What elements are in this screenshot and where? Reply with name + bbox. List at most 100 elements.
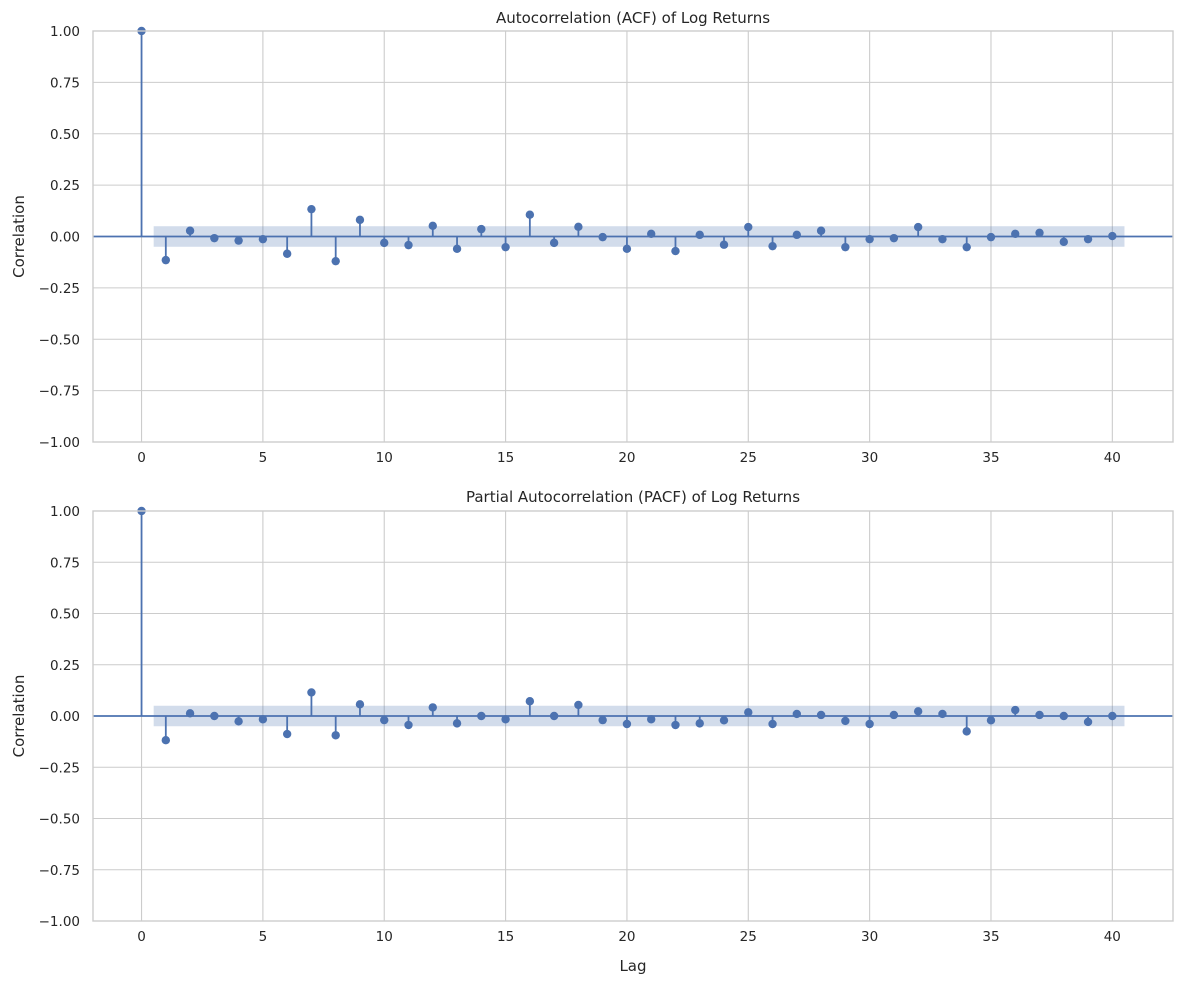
- stem-marker: [1011, 229, 1020, 239]
- stem-marker: [404, 720, 413, 730]
- stem-marker: [307, 688, 316, 697]
- stem-marker: [549, 711, 559, 721]
- stem-marker: [1059, 711, 1068, 721]
- x-tick-label: 40: [1104, 450, 1121, 466]
- axes-frame: [92, 510, 1174, 922]
- y-tick-label: −0.75: [39, 384, 80, 400]
- y-tick-label: −1.00: [39, 914, 80, 930]
- stem-marker: [258, 715, 268, 724]
- stem-marker: [622, 719, 632, 729]
- stem-marker: [355, 700, 365, 709]
- x-tick-label: 30: [861, 929, 878, 945]
- stem-marker: [768, 241, 777, 251]
- stem-marker: [161, 735, 171, 745]
- y-tick-label: 1.00: [50, 504, 80, 520]
- stem-marker: [962, 727, 971, 736]
- stem-marker: [501, 242, 510, 252]
- stem-marker: [889, 710, 899, 720]
- y-tick-label: 0.75: [50, 555, 80, 571]
- stem-marker: [647, 715, 656, 724]
- stem-marker: [404, 240, 413, 250]
- stem-marker: [574, 222, 583, 232]
- stem-marker: [913, 222, 923, 232]
- x-tick-label: 20: [618, 450, 635, 466]
- y-tick-label: 0.00: [50, 230, 80, 246]
- stem-marker: [307, 204, 316, 214]
- x-tick-label: 10: [376, 450, 393, 466]
- stem-marker: [1108, 711, 1117, 721]
- stem-marker: [1083, 717, 1093, 727]
- stem-marker: [598, 232, 607, 242]
- stem-marker: [744, 708, 753, 717]
- chart-title: Partial Autocorrelation (PACF) of Log Re…: [466, 488, 800, 506]
- stem-marker: [913, 707, 923, 716]
- y-tick-label: 0.75: [50, 75, 80, 91]
- x-tick-label: 5: [259, 929, 268, 945]
- y-tick-label: 0.50: [50, 607, 80, 623]
- x-tick-label: 15: [497, 929, 514, 945]
- stem-marker: [671, 246, 680, 256]
- stem-marker: [549, 238, 559, 248]
- stem-marker: [355, 215, 365, 225]
- stem-marker: [501, 715, 510, 724]
- stem-marker: [1108, 231, 1117, 241]
- y-tick-label: −0.50: [39, 812, 80, 828]
- stem-marker: [816, 226, 826, 235]
- stem-marker: [185, 709, 195, 718]
- stem-marker: [865, 234, 874, 244]
- stem-marker: [282, 729, 292, 739]
- stem-marker: [962, 242, 971, 252]
- stem-marker: [380, 715, 389, 725]
- stem-marker: [477, 224, 486, 234]
- pacf-chart: 0 5 10 15 20 25 30 35 40 1.00 0.75 0.50 0.25 0.00 −0.2…: [10, 488, 1174, 975]
- stem-marker: [452, 719, 462, 728]
- y-tick-label: 0.50: [50, 127, 80, 143]
- stem-marker: [258, 234, 268, 244]
- stem-marker: [1059, 237, 1068, 247]
- stem-marker: [185, 226, 195, 235]
- stem-marker: [234, 717, 243, 726]
- x-tick-label: 20: [618, 929, 635, 945]
- stem-marker: [428, 703, 437, 712]
- y-tick-label: −0.50: [39, 332, 80, 348]
- y-tick-label: −1.00: [39, 435, 80, 451]
- stem-marker: [792, 230, 802, 240]
- stem-marker: [525, 697, 535, 706]
- y-tick-label: −0.25: [39, 760, 80, 776]
- x-tick-label: 5: [259, 450, 268, 466]
- y-axis-label: Correlation: [10, 195, 28, 278]
- x-tick-label: 30: [861, 450, 878, 466]
- stem-marker: [719, 716, 729, 725]
- stem-marker: [889, 233, 899, 243]
- y-axis-label: Correlation: [10, 675, 28, 758]
- stem-marker: [986, 232, 996, 242]
- stem-marker: [622, 244, 632, 254]
- stem-marker: [234, 236, 243, 245]
- stem-marker: [574, 700, 583, 710]
- stem-marker: [1035, 710, 1044, 720]
- stem-marker: [986, 716, 996, 725]
- stem-marker: [695, 719, 704, 728]
- y-tick-label: 0.25: [50, 178, 80, 194]
- x-tick-label: 25: [740, 929, 757, 945]
- axes-frame: [92, 30, 1174, 443]
- y-tick-label: −0.25: [39, 281, 80, 297]
- stem-marker: [841, 242, 850, 252]
- stem-marker: [1035, 228, 1044, 238]
- stem-marker: [1083, 234, 1093, 244]
- stem-marker: [477, 711, 486, 721]
- stem-marker: [744, 222, 753, 232]
- x-tick-label: 15: [497, 450, 514, 466]
- stem-marker: [792, 709, 802, 719]
- chart-title: Autocorrelation (ACF) of Log Returns: [496, 9, 770, 27]
- x-tick-label: 40: [1104, 929, 1121, 945]
- stem-marker: [695, 230, 704, 240]
- stem-marker: [525, 210, 535, 219]
- x-tick-label: 0: [137, 929, 146, 945]
- stem-marker: [816, 710, 826, 720]
- x-tick-label: 10: [376, 929, 393, 945]
- y-tick-label: −0.75: [39, 863, 80, 879]
- x-tick-label: 0: [137, 450, 146, 466]
- stem-marker: [671, 720, 680, 730]
